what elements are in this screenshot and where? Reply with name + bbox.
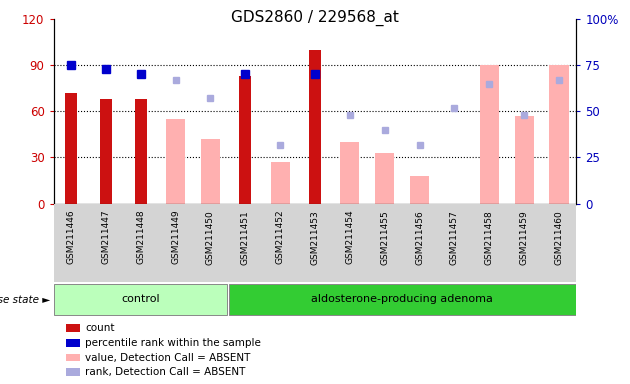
Text: count: count xyxy=(85,323,115,333)
Text: control: control xyxy=(122,294,160,304)
Text: aldosterone-producing adenoma: aldosterone-producing adenoma xyxy=(311,294,493,304)
Bar xyxy=(340,142,360,204)
Text: GSM211448: GSM211448 xyxy=(136,210,145,265)
FancyBboxPatch shape xyxy=(54,284,227,315)
Bar xyxy=(65,93,77,204)
Bar xyxy=(549,65,569,204)
Text: GSM211458: GSM211458 xyxy=(485,210,494,265)
Bar xyxy=(135,99,147,204)
Bar xyxy=(100,99,112,204)
Text: GSM211446: GSM211446 xyxy=(67,210,76,265)
Text: GSM211457: GSM211457 xyxy=(450,210,459,265)
Text: GSM211452: GSM211452 xyxy=(276,210,285,265)
Bar xyxy=(410,176,429,204)
Text: GSM211449: GSM211449 xyxy=(171,210,180,265)
Bar xyxy=(239,76,251,204)
Text: rank, Detection Call = ABSENT: rank, Detection Call = ABSENT xyxy=(85,367,246,377)
Text: GSM211456: GSM211456 xyxy=(415,210,424,265)
Bar xyxy=(201,139,220,204)
Text: GSM211451: GSM211451 xyxy=(241,210,249,265)
Text: disease state ►: disease state ► xyxy=(0,295,50,305)
Text: GSM211459: GSM211459 xyxy=(520,210,529,265)
Bar xyxy=(375,153,394,204)
Text: percentile rank within the sample: percentile rank within the sample xyxy=(85,338,261,348)
FancyBboxPatch shape xyxy=(229,284,576,315)
Bar xyxy=(515,116,534,204)
Bar xyxy=(479,65,499,204)
Text: GSM211454: GSM211454 xyxy=(345,210,354,265)
Text: GSM211450: GSM211450 xyxy=(206,210,215,265)
Bar xyxy=(309,50,321,204)
Text: GSM211447: GSM211447 xyxy=(101,210,110,265)
Text: GDS2860 / 229568_at: GDS2860 / 229568_at xyxy=(231,10,399,26)
Bar xyxy=(270,162,290,204)
Text: value, Detection Call = ABSENT: value, Detection Call = ABSENT xyxy=(85,353,251,362)
Text: GSM211453: GSM211453 xyxy=(311,210,319,265)
Text: GSM211455: GSM211455 xyxy=(381,210,389,265)
Text: GSM211460: GSM211460 xyxy=(554,210,563,265)
Bar xyxy=(166,119,185,204)
